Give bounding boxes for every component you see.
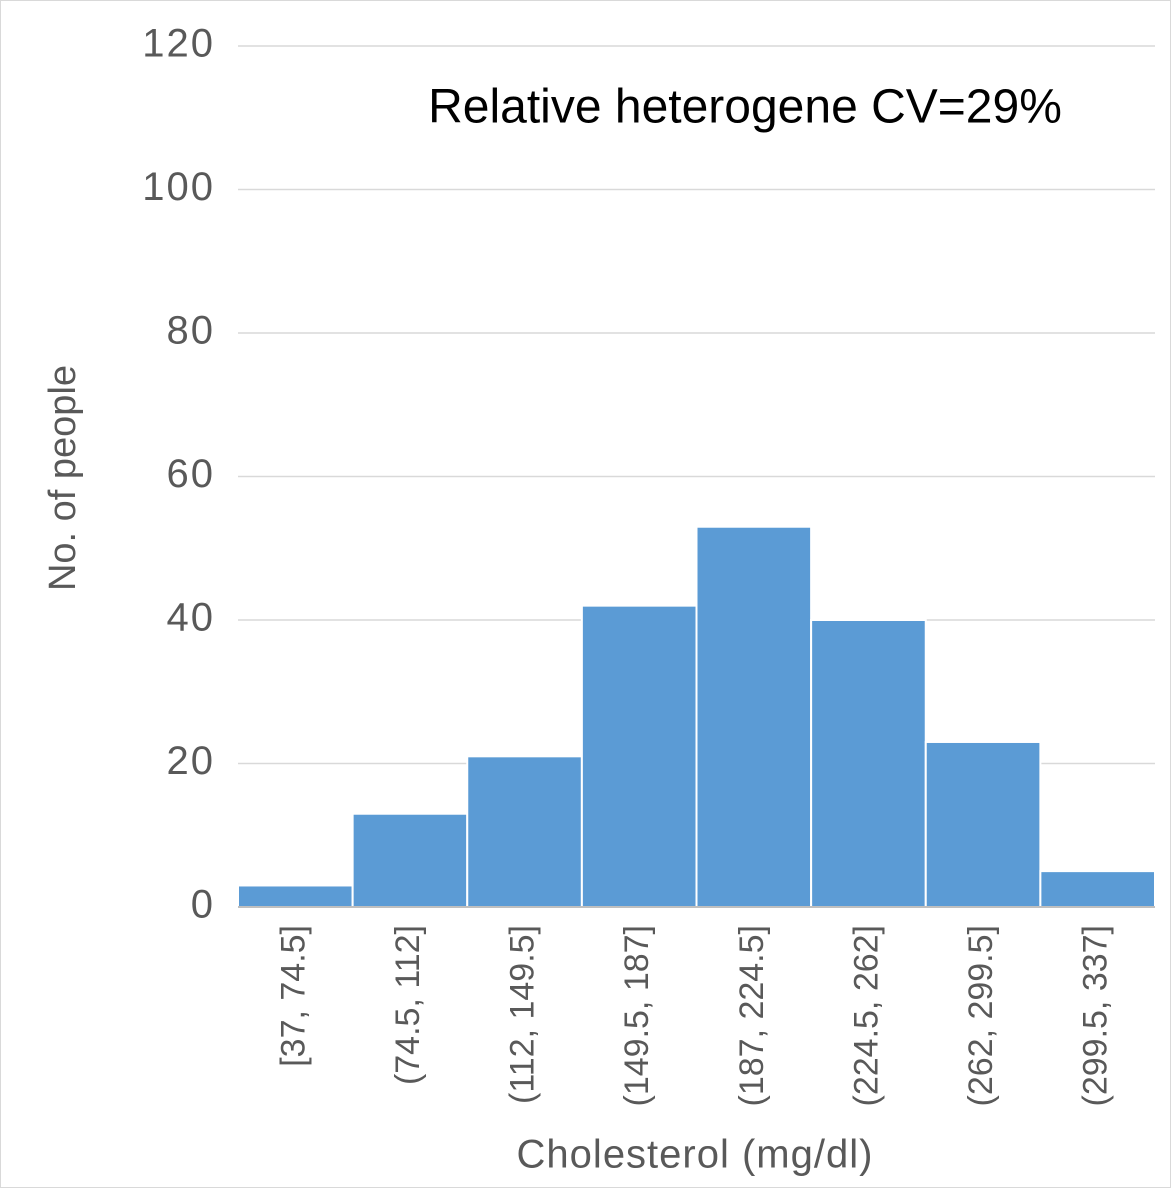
y-tick-label: 40 xyxy=(167,596,216,640)
x-axis-label: Cholesterol (mg/dl) xyxy=(517,1133,874,1177)
x-tick-label: (149.5, 187] xyxy=(618,925,656,1106)
bar xyxy=(1039,870,1156,908)
x-tick-label: (224.5, 262] xyxy=(847,925,885,1106)
y-tick-label: 20 xyxy=(167,739,216,783)
y-axis-label: No. of people xyxy=(42,365,84,591)
bar xyxy=(810,619,927,908)
x-tick-label: (262, 299.5] xyxy=(962,925,1000,1106)
x-tick-label: (299.5, 337] xyxy=(1077,925,1115,1106)
y-tick-label: 80 xyxy=(167,309,216,353)
x-tick-label: [37, 74.5] xyxy=(274,925,312,1067)
y-tick-label: 60 xyxy=(167,452,216,496)
x-tick-label: (74.5, 112] xyxy=(389,925,427,1085)
bar xyxy=(466,755,583,909)
annotation: Relative heterogene CV=29% xyxy=(428,81,1062,134)
y-tick-label: 120 xyxy=(142,22,215,66)
x-tick-label: (187, 224.5] xyxy=(733,925,771,1106)
y-tick-label: 100 xyxy=(142,165,215,209)
bar xyxy=(580,604,698,909)
bar xyxy=(695,525,813,908)
y-tick-label: 0 xyxy=(191,883,215,927)
x-tick-label: (112, 149.5] xyxy=(504,925,542,1104)
bar xyxy=(351,812,469,908)
bar xyxy=(237,884,354,908)
bar xyxy=(924,740,1042,908)
